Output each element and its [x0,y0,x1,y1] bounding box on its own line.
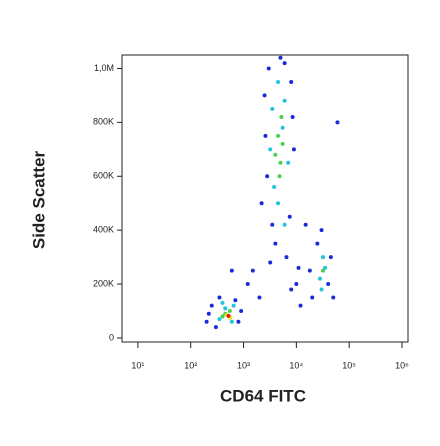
x-tick-label: 10³ [237,360,250,370]
point [236,319,241,324]
point [317,276,322,281]
point [268,147,273,152]
x-tick-label: 10¹ [131,360,144,370]
point [280,141,285,146]
point [287,214,292,219]
y-tick-label: 0 [109,332,114,342]
x-tick-label: 10² [184,360,197,370]
point [276,79,281,84]
point [220,300,225,305]
point [270,106,275,111]
point [278,160,283,165]
point [259,201,264,206]
point [231,303,236,308]
point [326,282,331,287]
point [217,317,222,322]
point [291,147,296,152]
point [262,93,267,98]
point [296,265,301,270]
point [227,309,232,314]
point [276,133,281,138]
point [315,241,320,246]
point [277,174,282,179]
point [278,55,283,60]
point [282,61,287,66]
plot-frame [121,54,409,343]
x-tick-label: 10⁴ [289,360,303,370]
point [226,313,231,318]
point [319,287,324,292]
point [229,268,234,273]
point [289,79,294,84]
point [204,319,209,324]
point [286,160,291,165]
point [303,222,308,227]
point [273,241,278,246]
point [217,295,222,300]
point [233,298,238,303]
point [298,303,303,308]
point [335,120,340,125]
y-tick-label: 600K [93,171,114,181]
point [270,222,275,227]
point [213,325,218,330]
point [284,255,289,260]
y-axis-label: Side Scatter [29,150,48,249]
point [331,295,336,300]
point [282,98,287,103]
point [289,287,294,292]
point [250,268,255,273]
point [245,282,250,287]
point [307,268,312,273]
x-tick-label: 10⁶ [395,360,409,370]
point [209,303,214,308]
point [310,295,315,300]
point [229,319,234,324]
x-tick-label: 10⁵ [342,360,356,370]
point [319,228,324,233]
point [321,268,326,273]
y-tick-label: 1,0M [94,63,114,73]
point [282,222,287,227]
point [279,114,284,119]
point [257,295,262,300]
point [206,311,211,316]
point [290,114,295,119]
point [294,282,299,287]
point [280,125,285,130]
x-axis-label: CD64 FITC [220,386,306,405]
y-tick-label: 200K [93,278,114,288]
point [321,255,326,260]
point [239,309,244,314]
point [220,314,225,319]
point [268,260,273,265]
point [265,174,270,179]
point [263,133,268,138]
point [272,185,277,190]
point [266,66,271,71]
y-tick-label: 400K [93,225,114,235]
point [276,201,281,206]
y-tick-label: 800K [93,117,114,127]
point [273,152,278,157]
point [328,255,333,260]
point [223,306,228,311]
